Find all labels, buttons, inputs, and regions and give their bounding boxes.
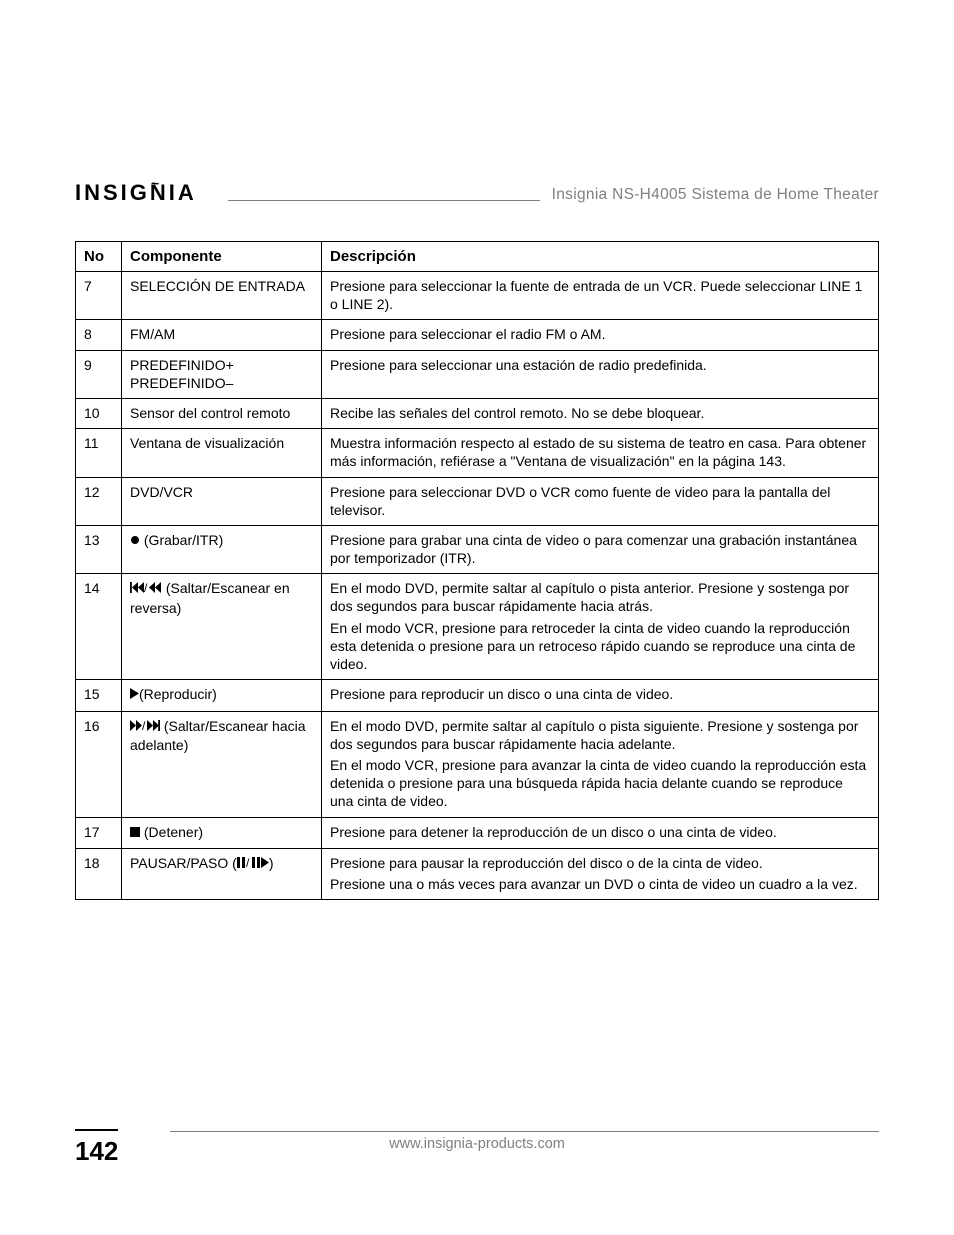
cell-no: 8 <box>76 320 122 350</box>
page-header: INSIGNIA ~ Insignia NS-H4005 Sistema de … <box>75 180 879 206</box>
cell-component: (Grabar/ITR) <box>122 525 322 573</box>
document-page: INSIGNIA ~ Insignia NS-H4005 Sistema de … <box>0 0 954 1235</box>
cell-component: SELECCIÓN DE ENTRADA <box>122 272 322 320</box>
footer-url: www.insignia-products.com <box>389 1136 565 1152</box>
cell-component: PAUSAR/PASO (/) <box>122 848 322 899</box>
cell-description: Muestra información respecto al estado d… <box>322 429 879 477</box>
stop-icon <box>130 823 140 841</box>
table-body: 7SELECCIÓN DE ENTRADAPresione para selec… <box>76 272 879 900</box>
cell-no: 18 <box>76 848 122 899</box>
page-footer: 142 www.insignia-products.com <box>0 1136 954 1167</box>
cell-description: Presione para reproducir un disco o una … <box>322 680 879 711</box>
logo-tilde-icon: ~ <box>151 175 162 191</box>
play-icon <box>130 685 139 703</box>
cell-no: 12 <box>76 477 122 525</box>
svg-text:/: / <box>144 582 148 593</box>
table-row: 9PREDEFINIDO+PREDEFINIDO–Presione para s… <box>76 350 879 398</box>
table-row: 17 (Detener)Presione para detener la rep… <box>76 817 879 848</box>
cell-no: 14 <box>76 574 122 680</box>
table-row: 16/ (Saltar/Escanear hacia adelante)En e… <box>76 711 879 817</box>
table-header-row: No Componente Descripción <box>76 242 879 272</box>
components-table: No Componente Descripción 7SELECCIÓN DE … <box>75 241 879 900</box>
brand-logo: INSIGNIA ~ <box>75 180 197 206</box>
cell-component: / (Saltar/Escanear hacia adelante) <box>122 711 322 817</box>
footer-inner: 142 www.insignia-products.com <box>75 1136 879 1167</box>
record-icon <box>130 531 140 549</box>
svg-text:/: / <box>142 720 146 731</box>
cell-component: (Reproducir) <box>122 680 322 711</box>
table-row: 13 (Grabar/ITR)Presione para grabar una … <box>76 525 879 573</box>
cell-description: Presione para grabar una cinta de video … <box>322 525 879 573</box>
cell-no: 11 <box>76 429 122 477</box>
cell-description: En el modo DVD, permite saltar al capítu… <box>322 574 879 680</box>
table-row: 12DVD/VCRPresione para seleccionar DVD o… <box>76 477 879 525</box>
document-title: Insignia NS-H4005 Sistema de Home Theate… <box>540 186 879 206</box>
cell-no: 13 <box>76 525 122 573</box>
table-row: 18PAUSAR/PASO (/)Presione para pausar la… <box>76 848 879 899</box>
page-number: 142 <box>75 1136 118 1167</box>
cell-description: En el modo DVD, permite saltar al capítu… <box>322 711 879 817</box>
footer-rule <box>170 1131 879 1132</box>
cell-component: Sensor del control remoto <box>122 398 322 428</box>
cell-component: FM/AM <box>122 320 322 350</box>
cell-no: 16 <box>76 711 122 817</box>
cell-no: 9 <box>76 350 122 398</box>
cell-no: 15 <box>76 680 122 711</box>
cell-component: DVD/VCR <box>122 477 322 525</box>
table-row: 14/ (Saltar/Escanear en reversa)En el mo… <box>76 574 879 680</box>
cell-description: Presione para pausar la reproducción del… <box>322 848 879 899</box>
brand-text: INSIGNIA <box>75 180 197 205</box>
cell-no: 17 <box>76 817 122 848</box>
cell-component: Ventana de visualización <box>122 429 322 477</box>
table-row: 15(Reproducir)Presione para reproducir u… <box>76 680 879 711</box>
cell-no: 10 <box>76 398 122 428</box>
cell-description: Recibe las señales del control remoto. N… <box>322 398 879 428</box>
header-component: Componente <box>122 242 322 272</box>
table-row: 11Ventana de visualizaciónMuestra inform… <box>76 429 879 477</box>
pause-step-icon: / <box>237 854 269 872</box>
table-row: 8FM/AMPresione para seleccionar el radio… <box>76 320 879 350</box>
skip-forward-icon: / <box>130 717 160 735</box>
svg-text:/: / <box>246 857 250 868</box>
cell-no: 7 <box>76 272 122 320</box>
table-row: 10Sensor del control remotoRecibe las se… <box>76 398 879 428</box>
cell-description: Presione para seleccionar la fuente de e… <box>322 272 879 320</box>
cell-description: Presione para seleccionar el radio FM o … <box>322 320 879 350</box>
header-no: No <box>76 242 122 272</box>
cell-component: / (Saltar/Escanear en reversa) <box>122 574 322 680</box>
table-row: 7SELECCIÓN DE ENTRADAPresione para selec… <box>76 272 879 320</box>
cell-description: Presione para seleccionar DVD o VCR como… <box>322 477 879 525</box>
header-description: Descripción <box>322 242 879 272</box>
cell-component: PREDEFINIDO+PREDEFINIDO– <box>122 350 322 398</box>
skip-back-icon: / <box>130 579 162 597</box>
cell-description: Presione para seleccionar una estación d… <box>322 350 879 398</box>
cell-description: Presione para detener la reproducción de… <box>322 817 879 848</box>
cell-component: (Detener) <box>122 817 322 848</box>
